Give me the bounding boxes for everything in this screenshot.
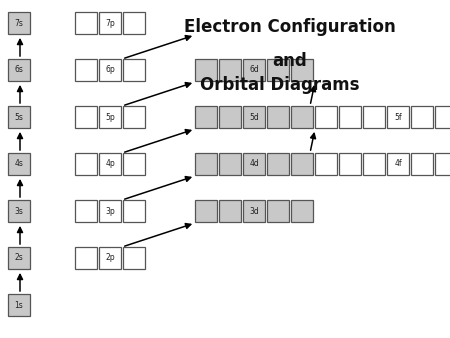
Bar — [8, 247, 30, 269]
Bar — [435, 153, 450, 175]
Text: 7s: 7s — [14, 19, 23, 27]
Text: 4d: 4d — [249, 160, 259, 169]
Bar — [267, 153, 289, 175]
Bar — [123, 200, 145, 222]
Bar — [291, 59, 313, 81]
Bar — [75, 106, 97, 128]
Text: 4p: 4p — [105, 160, 115, 169]
Bar — [8, 106, 30, 128]
Bar — [315, 106, 337, 128]
Bar — [8, 59, 30, 81]
Text: 2s: 2s — [14, 254, 23, 263]
Bar — [75, 247, 97, 269]
Bar — [8, 12, 30, 34]
Bar — [195, 153, 217, 175]
Text: 5f: 5f — [394, 113, 402, 121]
Bar — [99, 153, 121, 175]
Text: 6d: 6d — [249, 66, 259, 74]
Text: and: and — [273, 52, 307, 70]
Text: 5s: 5s — [14, 113, 23, 121]
Text: 3p: 3p — [105, 207, 115, 216]
Bar — [411, 153, 433, 175]
Bar — [219, 106, 241, 128]
Bar — [195, 106, 217, 128]
Bar — [99, 200, 121, 222]
Bar — [75, 153, 97, 175]
Text: 1s: 1s — [14, 300, 23, 310]
Bar — [123, 59, 145, 81]
Text: Electron Configuration: Electron Configuration — [184, 18, 396, 36]
Bar — [8, 294, 30, 316]
Bar — [243, 59, 265, 81]
Bar — [315, 153, 337, 175]
Bar — [387, 106, 409, 128]
Text: 5d: 5d — [249, 113, 259, 121]
Bar — [291, 153, 313, 175]
Bar — [99, 106, 121, 128]
Bar — [291, 106, 313, 128]
Bar — [123, 247, 145, 269]
Bar — [195, 59, 217, 81]
Bar — [267, 106, 289, 128]
Bar — [99, 59, 121, 81]
Bar — [267, 200, 289, 222]
Bar — [99, 247, 121, 269]
Bar — [411, 106, 433, 128]
Bar — [243, 153, 265, 175]
Text: Orbital Diagrams: Orbital Diagrams — [200, 76, 360, 94]
Bar — [75, 12, 97, 34]
Text: 3d: 3d — [249, 207, 259, 216]
Text: 4f: 4f — [394, 160, 402, 169]
Bar — [387, 153, 409, 175]
Bar — [99, 12, 121, 34]
Text: 2p: 2p — [105, 254, 115, 263]
Bar — [195, 200, 217, 222]
Bar — [435, 106, 450, 128]
Bar — [339, 153, 361, 175]
Text: 6p: 6p — [105, 66, 115, 74]
Bar — [291, 200, 313, 222]
Bar — [8, 200, 30, 222]
Bar — [219, 200, 241, 222]
Bar — [219, 153, 241, 175]
Text: 7p: 7p — [105, 19, 115, 27]
Bar — [339, 106, 361, 128]
Text: 3s: 3s — [14, 207, 23, 216]
Bar — [75, 200, 97, 222]
Bar — [75, 59, 97, 81]
Bar — [363, 153, 385, 175]
Bar — [8, 153, 30, 175]
Text: 5p: 5p — [105, 113, 115, 121]
Bar — [267, 59, 289, 81]
Bar — [363, 106, 385, 128]
Bar — [219, 59, 241, 81]
Bar — [123, 106, 145, 128]
Text: 6s: 6s — [14, 66, 23, 74]
Text: 4s: 4s — [14, 160, 23, 169]
Bar — [243, 200, 265, 222]
Bar — [123, 12, 145, 34]
Bar — [123, 153, 145, 175]
Bar — [243, 106, 265, 128]
